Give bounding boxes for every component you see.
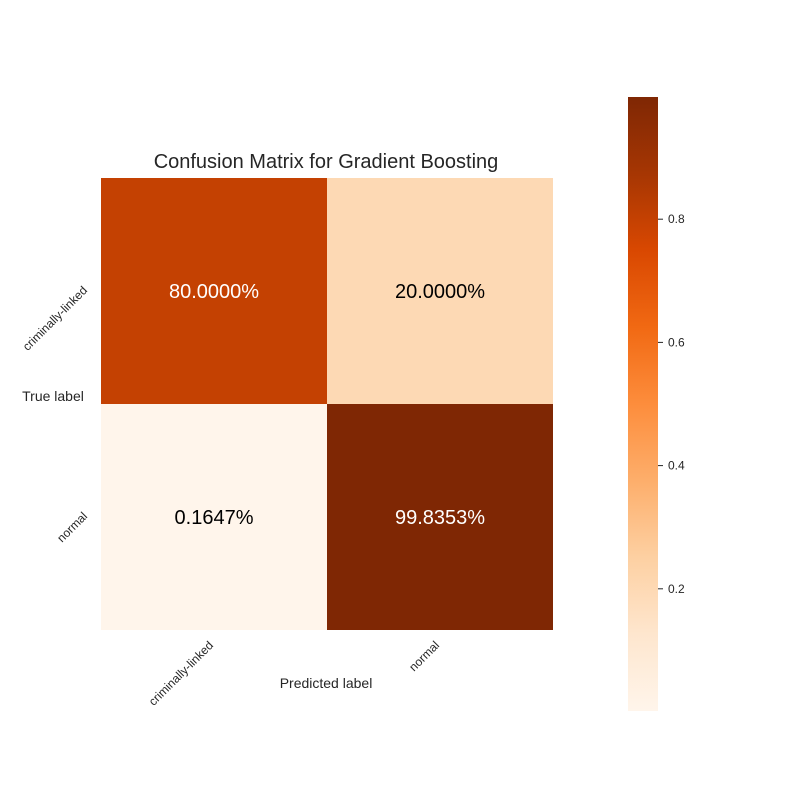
y-axis-label: True label [22, 388, 84, 404]
x-axis-tick-labels: criminally-linked normal [146, 638, 442, 708]
heatmap-cell [327, 178, 553, 404]
x-tick-label: normal [406, 638, 442, 674]
x-tick-label: criminally-linked [146, 638, 216, 708]
colorbar-tick-label: 0.2 [668, 582, 685, 596]
heatmap-cells [101, 178, 553, 630]
colorbar-tick-label: 0.4 [668, 459, 685, 473]
colorbar-tick-label: 0.6 [668, 335, 685, 349]
colorbar [628, 97, 658, 711]
x-axis-label: Predicted label [280, 675, 373, 691]
heatmap-cell-labels: 80.0000% 20.0000% 0.1647% 99.8353% [169, 281, 485, 529]
y-tick-label: normal [54, 509, 90, 545]
y-axis-tick-labels: criminally-linked normal [20, 283, 90, 545]
cell-value-label: 99.8353% [395, 507, 485, 529]
cell-value-label: 80.0000% [169, 281, 259, 303]
heatmap-cell [101, 178, 327, 404]
colorbar-tick-label: 0.8 [668, 212, 685, 226]
heatmap-cell [327, 404, 553, 630]
cell-value-label: 20.0000% [395, 281, 485, 303]
y-tick-label: criminally-linked [20, 283, 90, 353]
colorbar-ticks: 0.2 0.4 0.6 0.8 [658, 212, 685, 596]
cell-value-label: 0.1647% [175, 507, 254, 529]
heatmap-cell [101, 404, 327, 630]
chart-title: Confusion Matrix for Gradient Boosting [154, 151, 499, 173]
